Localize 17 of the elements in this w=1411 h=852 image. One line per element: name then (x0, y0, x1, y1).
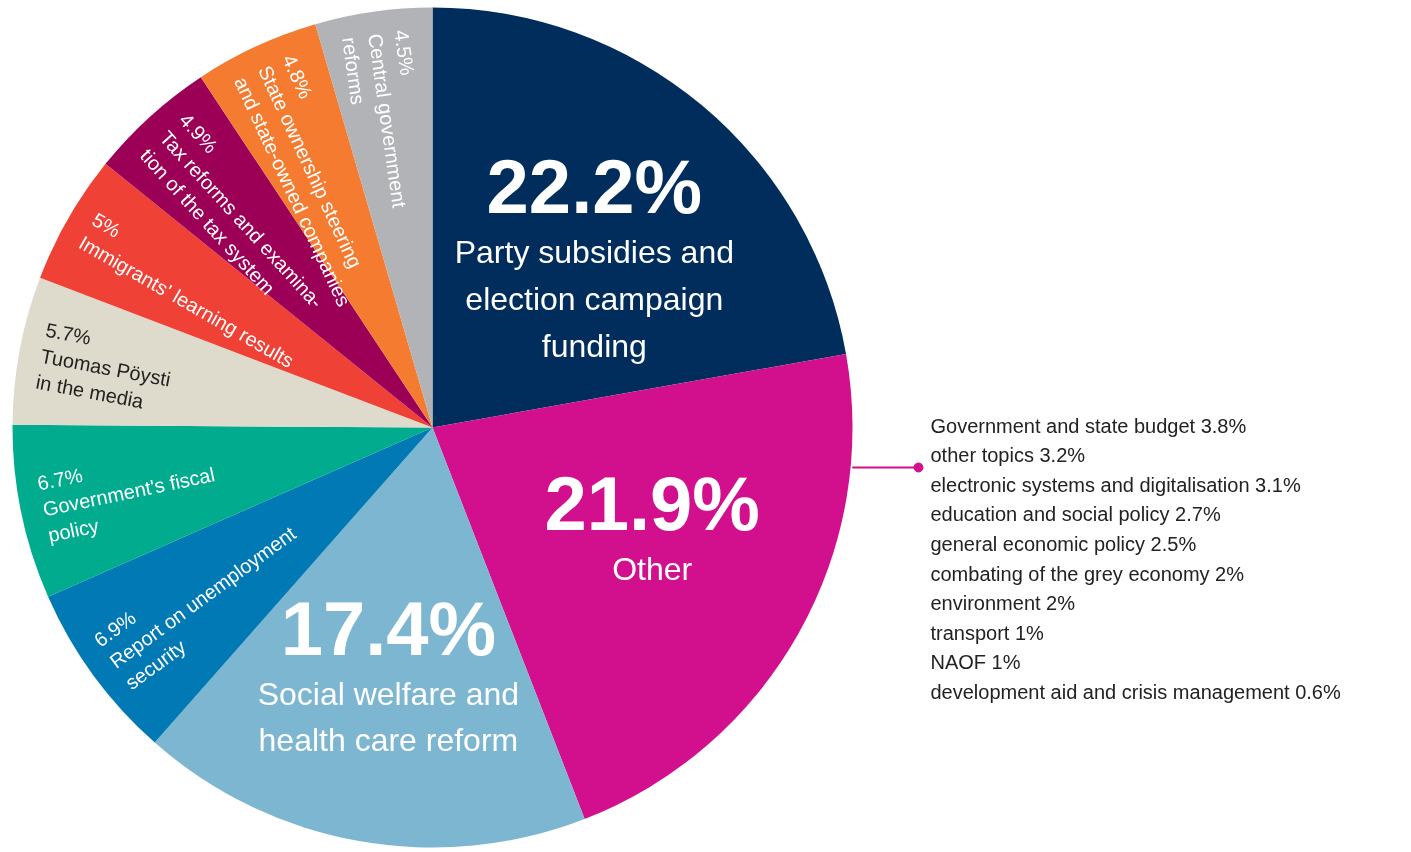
slice-label: Other (612, 550, 693, 587)
text: development aid and crisis management 0.6% (930, 680, 1341, 703)
text: transport 1% (930, 621, 1045, 644)
text: general economic policy 2.5% (930, 532, 1197, 555)
text: electronic systems and digitalisation 3.1% (930, 473, 1301, 496)
text: education and social policy 2.7% (930, 503, 1221, 526)
text: other topics 3.2% (930, 444, 1086, 467)
text: Government and state budget 3.8% (930, 414, 1247, 437)
data-label: 21.9% (544, 460, 760, 546)
slice-label: Social welfare and health care reform (257, 675, 520, 759)
data-label: 5% (88, 208, 125, 242)
text: combating of the grey economy 2% (930, 562, 1245, 585)
data-label: 4.5% (390, 28, 419, 77)
text: NAOF 1% (930, 651, 1021, 674)
data-label: 22.2% (486, 144, 703, 230)
slice-label: Party subsidies and election campaign funding (454, 234, 734, 364)
text: environment 2% (930, 592, 1076, 615)
